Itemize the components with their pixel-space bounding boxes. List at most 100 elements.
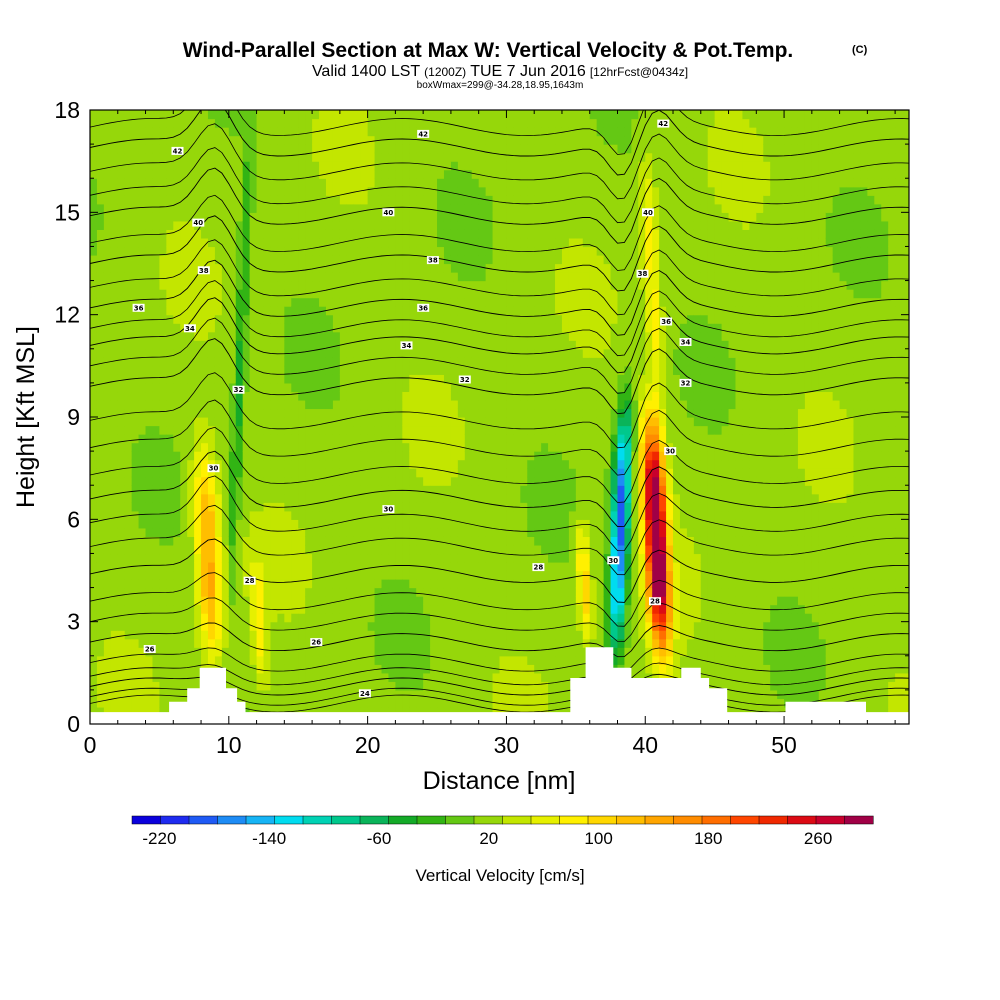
w-cell <box>506 698 514 708</box>
w-cell <box>277 357 285 367</box>
w-cell <box>402 561 410 572</box>
w-cell <box>235 476 244 486</box>
w-cell <box>256 664 265 674</box>
w-cell <box>277 263 285 273</box>
w-cell <box>346 118 355 128</box>
w-cell <box>360 442 369 452</box>
w-cell <box>298 357 306 367</box>
w-cell <box>228 331 237 341</box>
w-cell <box>117 519 126 529</box>
w-cell <box>145 468 154 478</box>
w-cell <box>506 365 514 375</box>
w-cell <box>367 561 376 572</box>
w-cell <box>221 340 230 350</box>
w-cell <box>131 647 140 657</box>
w-cell <box>402 510 410 520</box>
w-cell <box>561 340 570 350</box>
w-cell <box>166 340 174 350</box>
w-cell <box>443 399 452 410</box>
w-cell <box>138 297 147 307</box>
w-cell <box>339 408 348 418</box>
w-cell <box>471 195 480 205</box>
w-cell <box>381 289 390 299</box>
w-cell <box>367 323 376 333</box>
w-cell <box>464 664 473 674</box>
w-cell <box>506 169 514 179</box>
w-cell <box>478 519 487 529</box>
w-cell <box>194 357 202 367</box>
w-cell <box>339 272 348 282</box>
w-cell <box>353 544 362 555</box>
w-cell <box>249 442 258 452</box>
w-cell <box>430 570 438 580</box>
w-cell <box>499 485 508 495</box>
w-cell <box>534 630 542 640</box>
w-cell <box>423 348 431 358</box>
w-cell <box>145 110 154 120</box>
w-cell <box>214 493 223 503</box>
w-cell <box>90 195 98 205</box>
w-cell <box>450 135 459 145</box>
w-cell <box>353 306 362 316</box>
w-cell <box>152 254 161 265</box>
w-cell <box>409 357 417 367</box>
w-cell <box>471 152 480 162</box>
w-cell <box>409 246 417 256</box>
w-cell <box>110 442 119 452</box>
w-cell <box>138 655 147 665</box>
w-cell <box>228 272 237 282</box>
w-cell <box>457 519 466 529</box>
w-cell <box>457 630 466 640</box>
w-cell <box>201 357 209 367</box>
w-cell <box>180 246 188 256</box>
w-cell <box>492 280 501 290</box>
w-cell <box>152 638 161 648</box>
w-cell <box>499 144 508 154</box>
w-cell <box>450 229 459 239</box>
w-cell <box>561 672 570 682</box>
w-cell <box>131 340 140 350</box>
w-cell <box>201 399 209 410</box>
w-cell <box>464 587 473 597</box>
w-cell <box>166 451 174 461</box>
w-cell <box>152 169 161 179</box>
w-cell <box>499 536 508 546</box>
w-cell <box>207 604 216 614</box>
w-cell <box>319 476 327 486</box>
w-cell <box>242 664 251 674</box>
w-cell <box>395 391 403 401</box>
w-cell <box>367 331 376 341</box>
w-cell <box>110 152 119 162</box>
w-cell <box>221 314 230 324</box>
w-cell <box>131 254 140 265</box>
w-cell <box>298 536 306 546</box>
w-cell <box>423 152 431 162</box>
w-cell <box>353 237 362 248</box>
w-cell <box>534 493 542 503</box>
w-cell <box>381 323 390 333</box>
w-cell <box>561 630 570 640</box>
w-cell <box>110 459 119 469</box>
w-cell <box>555 348 563 358</box>
w-cell <box>194 340 202 350</box>
w-cell <box>138 314 147 324</box>
w-cell <box>520 246 528 256</box>
w-cell <box>312 613 320 623</box>
w-cell <box>353 570 362 580</box>
w-cell <box>534 399 542 410</box>
w-cell <box>110 289 119 299</box>
w-cell <box>478 127 487 137</box>
w-cell <box>339 144 348 154</box>
w-cell <box>284 647 292 657</box>
w-cell <box>249 220 258 230</box>
w-cell <box>485 553 494 563</box>
w-cell <box>471 186 480 196</box>
w-cell <box>298 110 306 120</box>
w-cell <box>305 127 313 137</box>
w-cell <box>360 220 369 230</box>
w-cell <box>555 289 563 299</box>
w-cell <box>325 118 334 128</box>
w-cell <box>263 493 272 503</box>
w-cell <box>561 374 570 384</box>
w-cell <box>221 152 230 162</box>
